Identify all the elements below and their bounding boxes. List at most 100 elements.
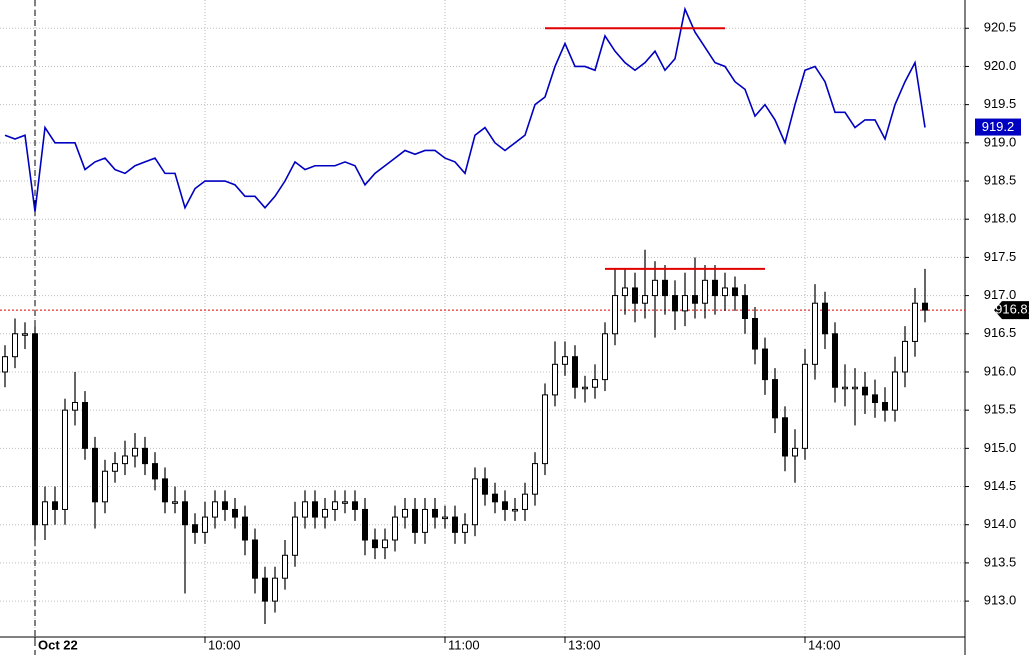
y-tick-label: 914.5: [984, 478, 1017, 493]
y-tick-label: 915.5: [984, 402, 1017, 417]
candle-body: [702, 279, 708, 304]
candle-body: [312, 501, 318, 518]
x-tick-label: 13:00: [568, 637, 601, 652]
candle-body: [242, 516, 248, 541]
candle-body: [402, 508, 408, 518]
y-tick-label: 920.0: [984, 58, 1017, 73]
candle-body: [532, 463, 538, 495]
candle-body: [552, 363, 558, 396]
candle-body: [622, 287, 628, 297]
candle-body: [302, 501, 308, 518]
candle-body: [632, 287, 638, 304]
y-tick-label: 916.5: [984, 325, 1017, 340]
candle-body: [232, 508, 238, 518]
candle-body: [352, 501, 358, 510]
candle-body: [112, 463, 118, 472]
candle-body: [672, 295, 678, 312]
candle-body: [462, 524, 468, 533]
y-tick-label: 917.0: [984, 287, 1017, 302]
candle-body: [192, 524, 198, 533]
candle-body: [742, 295, 748, 320]
y-tick-label: 917.5: [984, 249, 1017, 264]
candle-body: [22, 333, 28, 336]
candle-body: [152, 463, 158, 480]
candle-body: [772, 379, 778, 419]
candle-body: [662, 279, 668, 297]
candle-body: [482, 478, 488, 495]
last-price-tag: [994, 301, 1029, 320]
candle-body: [372, 539, 378, 549]
candle-body: [62, 409, 68, 510]
candle-body: [122, 455, 128, 465]
candle-body: [82, 402, 88, 449]
last-price-label: 916.81: [995, 302, 1034, 317]
candle-body: [892, 371, 898, 411]
candle-body: [202, 516, 208, 533]
candle-body: [412, 508, 418, 533]
candle-body: [392, 516, 398, 541]
y-tick-label: 915.0: [984, 440, 1017, 455]
candle-body: [332, 501, 338, 510]
candle-body: [522, 493, 528, 510]
candle-body: [492, 493, 498, 503]
y-tick-label: 920.5: [984, 20, 1017, 35]
candle-body: [162, 478, 168, 503]
candle-body: [182, 501, 188, 526]
x-tick-label: 11:00: [448, 637, 480, 652]
candle-body: [2, 356, 8, 373]
candle-body: [922, 302, 928, 311]
candle-body: [12, 333, 18, 358]
candle-body: [862, 386, 868, 396]
y-tick-label: 916.0: [984, 363, 1017, 378]
candle-body: [382, 539, 388, 549]
candle-body: [422, 508, 428, 533]
candle-body: [652, 279, 658, 297]
candle-body: [912, 302, 918, 342]
candle-body: [132, 447, 138, 457]
y-tick-label: 918.5: [984, 172, 1017, 187]
price-line: [4, 6, 926, 212]
candle-body: [582, 386, 588, 390]
candle-body: [222, 501, 228, 510]
candle-body: [752, 318, 758, 350]
last-price-tag: [975, 118, 1021, 136]
candle-body: [762, 348, 768, 381]
candle-body: [712, 279, 718, 297]
candle-body: [92, 447, 98, 503]
candle-body: [432, 508, 438, 518]
candle-body: [142, 447, 148, 465]
y-tick-label: 919.0: [984, 134, 1017, 149]
candle-body: [612, 295, 618, 335]
candle-body: [592, 379, 598, 388]
candle-body: [272, 577, 278, 602]
candle-body: [872, 394, 878, 404]
candle-body: [72, 402, 78, 411]
candle-body: [642, 295, 648, 304]
candle-body: [172, 501, 178, 504]
last-price-label: 919.2: [982, 119, 1015, 134]
y-tick-label: 913.5: [984, 554, 1017, 569]
y-tick-label: 919.5: [984, 96, 1017, 111]
candle-body: [852, 386, 858, 390]
candle-body: [682, 295, 688, 312]
candle-body: [282, 554, 288, 579]
y-tick-label: 913.0: [984, 593, 1017, 608]
candle-body: [542, 394, 548, 465]
candle-body: [822, 302, 828, 335]
candle-body: [802, 363, 808, 449]
candle-body: [502, 501, 508, 510]
candle-body: [262, 577, 268, 602]
candle-body: [882, 402, 888, 411]
candle-body: [252, 539, 258, 579]
candle-body: [42, 501, 48, 526]
candle-body: [782, 417, 788, 457]
candle-body: [452, 516, 458, 533]
x-tick-label: 14:00: [808, 637, 841, 652]
candle-body: [902, 340, 908, 373]
candle-body: [842, 386, 848, 390]
candle-body: [472, 478, 478, 526]
candle-body: [32, 333, 38, 526]
candle-body: [562, 356, 568, 365]
candle-body: [362, 508, 368, 541]
